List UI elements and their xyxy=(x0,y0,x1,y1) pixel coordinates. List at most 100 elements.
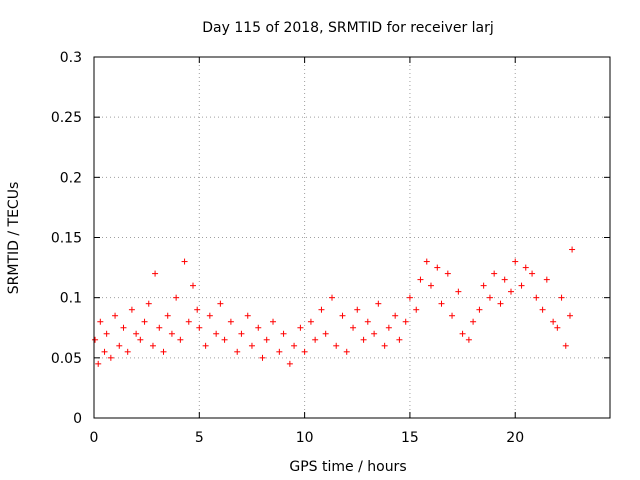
data-point xyxy=(465,336,472,343)
data-point xyxy=(141,318,148,325)
data-point xyxy=(177,336,184,343)
data-point xyxy=(259,354,266,361)
data-point xyxy=(508,288,515,295)
data-point xyxy=(406,294,413,301)
data-point xyxy=(417,276,424,283)
data-point xyxy=(529,270,536,277)
x-tick-label: 15 xyxy=(401,430,419,446)
data-point xyxy=(149,342,156,349)
data-point xyxy=(512,258,519,265)
data-point xyxy=(107,354,114,361)
data-point xyxy=(434,264,441,271)
data-point xyxy=(554,324,561,331)
data-point xyxy=(137,336,144,343)
data-point xyxy=(438,300,445,307)
data-point xyxy=(213,330,220,337)
data-point xyxy=(455,288,462,295)
data-point xyxy=(128,306,135,313)
data-point xyxy=(202,342,209,349)
data-point xyxy=(255,324,262,331)
data-point xyxy=(392,312,399,319)
data-point xyxy=(381,342,388,349)
data-point xyxy=(470,318,477,325)
data-point xyxy=(307,318,314,325)
data-point xyxy=(459,330,466,337)
data-point xyxy=(221,336,228,343)
data-point xyxy=(196,324,203,331)
chart-title: Day 115 of 2018, SRMTID for receiver lar… xyxy=(202,20,494,36)
data-point xyxy=(291,342,298,349)
data-point xyxy=(371,330,378,337)
data-point xyxy=(518,282,525,289)
data-point xyxy=(189,282,196,289)
y-tick-label: 0.2 xyxy=(60,170,82,186)
data-point xyxy=(449,312,456,319)
data-points xyxy=(92,246,576,367)
data-point xyxy=(480,282,487,289)
data-point xyxy=(238,330,245,337)
data-point xyxy=(328,294,335,301)
data-point xyxy=(97,318,104,325)
y-tick-labels: 0 0.05 0.1 0.15 0.2 0.25 0.3 xyxy=(51,50,82,427)
data-point xyxy=(194,306,201,313)
data-point xyxy=(333,342,340,349)
data-point xyxy=(263,336,270,343)
data-point xyxy=(248,342,255,349)
data-point xyxy=(550,318,557,325)
data-point xyxy=(318,306,325,313)
data-point xyxy=(145,300,152,307)
data-point xyxy=(497,300,504,307)
data-point xyxy=(133,330,140,337)
x-tick-label: 0 xyxy=(90,430,99,446)
data-point xyxy=(301,348,308,355)
data-point xyxy=(116,342,123,349)
y-tick-label: 0.15 xyxy=(51,231,82,247)
data-point xyxy=(234,348,241,355)
data-point xyxy=(364,318,371,325)
data-point xyxy=(375,300,382,307)
data-point xyxy=(95,360,102,367)
data-point xyxy=(206,312,213,319)
data-point xyxy=(312,336,319,343)
data-point xyxy=(343,348,350,355)
data-point xyxy=(501,276,508,283)
data-point xyxy=(562,342,569,349)
data-point xyxy=(164,312,171,319)
data-point xyxy=(354,306,361,313)
data-point xyxy=(124,348,131,355)
y-tick-label: 0.3 xyxy=(60,50,82,66)
data-point xyxy=(402,318,409,325)
data-point xyxy=(297,324,304,331)
data-point xyxy=(276,348,283,355)
grid xyxy=(94,57,610,418)
data-point xyxy=(413,306,420,313)
data-point xyxy=(181,258,188,265)
data-point xyxy=(539,306,546,313)
data-point xyxy=(491,270,498,277)
data-point xyxy=(427,282,434,289)
data-point xyxy=(569,246,576,253)
x-tick-labels: 0 5 10 15 20 xyxy=(90,430,525,446)
data-point xyxy=(522,264,529,271)
data-point xyxy=(444,270,451,277)
data-point xyxy=(156,324,163,331)
x-tick-label: 5 xyxy=(195,430,204,446)
data-point xyxy=(350,324,357,331)
data-point xyxy=(396,336,403,343)
data-point xyxy=(185,318,192,325)
data-point xyxy=(423,258,430,265)
y-tick-label: 0.05 xyxy=(51,351,82,367)
y-tick-label: 0 xyxy=(73,411,82,427)
data-point xyxy=(339,312,346,319)
data-point xyxy=(92,336,99,343)
data-point xyxy=(112,312,119,319)
x-tick-label: 20 xyxy=(506,430,524,446)
y-tick-label: 0.1 xyxy=(60,291,82,307)
data-point xyxy=(270,318,277,325)
data-point xyxy=(173,294,180,301)
data-point xyxy=(533,294,540,301)
data-point xyxy=(217,300,224,307)
data-point xyxy=(103,330,110,337)
